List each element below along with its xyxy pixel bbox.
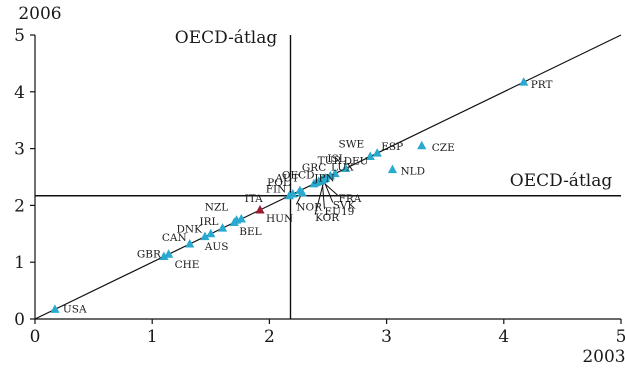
marker-dnk bbox=[200, 231, 210, 241]
oecd-average-vertical-label: OECD-átlag bbox=[175, 28, 278, 48]
point-label-can: CAN bbox=[162, 232, 187, 244]
marker-nor bbox=[297, 187, 307, 197]
marker-swe bbox=[365, 151, 375, 161]
y-tick-label: 0 bbox=[14, 310, 25, 330]
point-label-esp: ESP bbox=[381, 141, 403, 153]
marker-lux bbox=[330, 168, 340, 178]
marker-esp bbox=[372, 148, 382, 157]
x-tick-label: 1 bbox=[147, 327, 158, 347]
y-tick-label: 2 bbox=[14, 196, 25, 216]
oecd-average-horizontal-label: OECD-átlag bbox=[510, 171, 613, 191]
y-tick-label: 4 bbox=[14, 83, 25, 103]
point-label-hun: HUN bbox=[266, 213, 293, 225]
point-label-nzl: NZL bbox=[205, 201, 228, 213]
point-label-bel: BEL bbox=[239, 226, 261, 238]
y-axis-ticks: 0 1 2 3 4 5 bbox=[14, 26, 35, 330]
point-label-grc: GRC bbox=[302, 162, 326, 174]
marker-isl bbox=[325, 170, 335, 180]
x-axis-ticks: 0 1 2 3 4 5 bbox=[30, 319, 625, 347]
point-label-isl: ISL bbox=[327, 153, 345, 165]
point-label-nld: NLD bbox=[400, 166, 425, 178]
y-tick-label: 5 bbox=[14, 26, 25, 46]
y-tick-label: 1 bbox=[14, 253, 25, 273]
marker-ita bbox=[231, 215, 242, 224]
point-label-che: CHE bbox=[175, 259, 200, 271]
marker-aus bbox=[206, 228, 216, 238]
x-tick-label: 2 bbox=[264, 327, 275, 347]
marker-cze bbox=[417, 140, 427, 150]
point-label-usa: USA bbox=[63, 303, 87, 315]
point-label-swe: SWE bbox=[339, 139, 365, 151]
x-tick-label: 4 bbox=[498, 327, 509, 347]
point-label-lux: LUX bbox=[331, 162, 354, 174]
marker-can bbox=[185, 239, 195, 248]
point-label-ita: ITA bbox=[245, 193, 264, 205]
point-label-gbr: GBR bbox=[137, 249, 162, 261]
x-axis-title: 2003 bbox=[582, 347, 625, 367]
point-label-dnk: DNK bbox=[176, 224, 202, 236]
marker-irl bbox=[217, 223, 228, 232]
point-label-deu: DEU bbox=[344, 155, 369, 167]
point-label-jpn: JPN bbox=[313, 173, 334, 185]
y-tick-label: 3 bbox=[14, 140, 25, 160]
point-label-fin: FIN bbox=[266, 184, 287, 196]
point-label-cze: CZE bbox=[432, 142, 455, 154]
marker-kor bbox=[319, 173, 330, 183]
x-tick-label: 0 bbox=[30, 327, 41, 347]
point-label-svk: SVK bbox=[333, 199, 356, 211]
marker-usa bbox=[50, 304, 60, 313]
x-tick-label: 5 bbox=[616, 327, 625, 347]
point-label-aus: AUS bbox=[204, 241, 229, 253]
point-label-kor: KOR bbox=[315, 212, 340, 224]
point-label-aut: AUT bbox=[274, 173, 298, 185]
marker-nld bbox=[387, 164, 398, 174]
marker-pol bbox=[288, 189, 298, 198]
x-tick-label: 3 bbox=[381, 327, 392, 347]
marker-prt bbox=[519, 77, 529, 86]
point-label-tur: TUR bbox=[318, 155, 343, 167]
marker-deu bbox=[340, 163, 351, 172]
data-markers bbox=[50, 77, 529, 313]
point-label-prt: PRT bbox=[531, 79, 553, 91]
point-label-nor: NOR bbox=[296, 202, 323, 214]
marker-hun bbox=[255, 204, 265, 214]
point-label-fra: FRA bbox=[339, 193, 362, 205]
point-label-pol: POL bbox=[267, 177, 290, 189]
marker-gbr bbox=[159, 251, 169, 261]
point-label-eu19: EU19 bbox=[324, 206, 354, 218]
point-label-oecd: OECD bbox=[282, 170, 315, 182]
marker-che bbox=[164, 249, 174, 258]
point-label-irl: IRL bbox=[199, 216, 218, 228]
y-axis-title: 2006 bbox=[18, 4, 61, 24]
